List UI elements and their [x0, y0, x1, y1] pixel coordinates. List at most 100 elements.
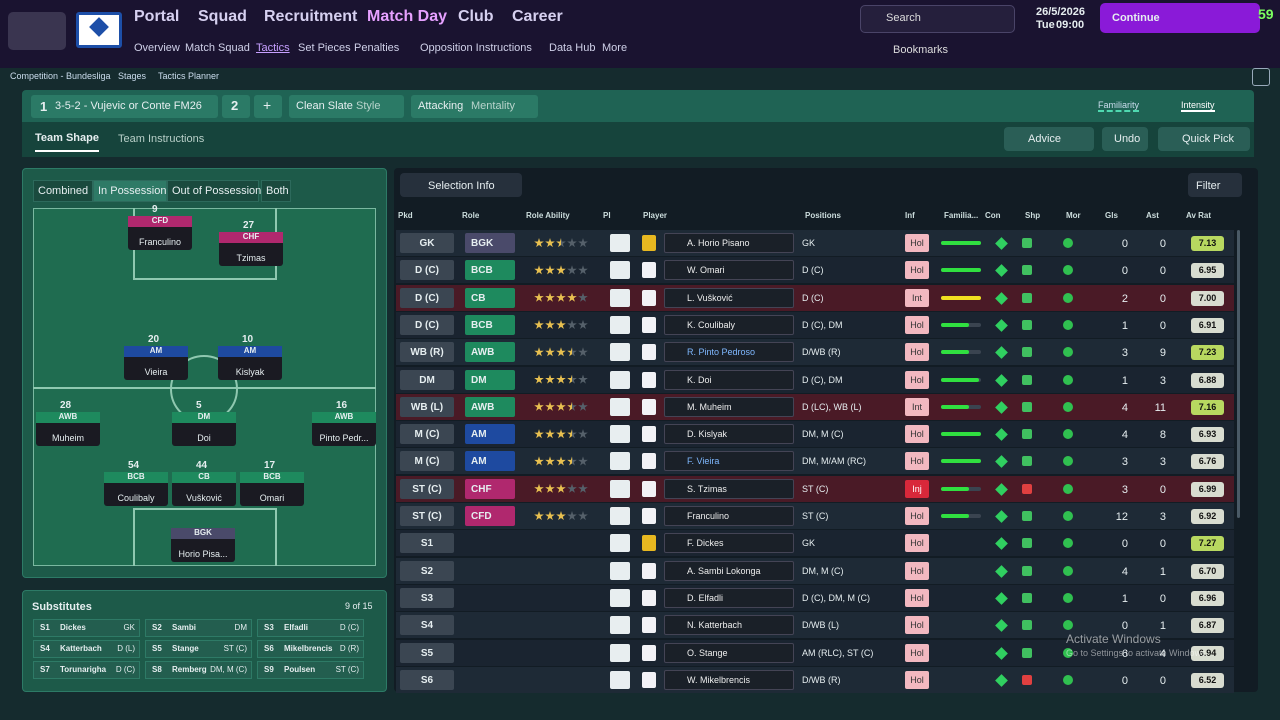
action-btn[interactable] — [1004, 127, 1094, 151]
pi-btn[interactable] — [610, 315, 630, 334]
submenu-item[interactable]: Penalties — [354, 42, 400, 54]
table-row[interactable] — [396, 475, 1234, 502]
pi-btn[interactable] — [610, 343, 630, 362]
action-btn[interactable] — [1158, 127, 1250, 151]
bookmarks[interactable]: Bookmarks — [893, 44, 949, 56]
submenu-item[interactable]: Opposition Instructions — [420, 42, 532, 54]
back-forward[interactable] — [8, 12, 66, 50]
sub-item[interactable]: S4 Katterbach D (L) — [33, 640, 140, 658]
add-box[interactable] — [254, 95, 282, 118]
action-btn[interactable] — [1102, 127, 1148, 151]
column-header[interactable]: Mor — [1066, 211, 1081, 220]
player-select[interactable] — [664, 396, 794, 417]
table-row[interactable] — [396, 393, 1234, 420]
role-cell[interactable] — [465, 369, 515, 390]
breadcrumb[interactable]: Stages — [118, 71, 147, 81]
table-row[interactable] — [396, 421, 1234, 448]
table-row[interactable] — [396, 366, 1234, 393]
pitch-tab[interactable] — [261, 180, 291, 202]
tab[interactable]: Team Shape — [35, 132, 99, 152]
submenu-item[interactable]: Data Hub — [549, 42, 596, 54]
player-select[interactable] — [664, 669, 794, 690]
pi-btn[interactable] — [610, 534, 630, 553]
sub-item[interactable]: S2 Sambi DM — [145, 619, 252, 637]
role-cell[interactable] — [465, 451, 515, 472]
pi-btn[interactable] — [610, 234, 630, 252]
player-select[interactable] — [664, 533, 794, 554]
table-row[interactable] — [396, 284, 1234, 311]
role-cell[interactable] — [465, 314, 515, 335]
menu-item[interactable]: Portal — [134, 8, 180, 25]
pi-btn[interactable] — [610, 397, 630, 416]
pi-btn[interactable] — [610, 616, 630, 635]
sub-item[interactable]: S6 Mikelbrencis D (R) — [257, 640, 364, 658]
selection-btn[interactable] — [400, 173, 522, 197]
pi-btn[interactable] — [610, 507, 630, 525]
player-select[interactable] — [664, 615, 794, 636]
player-select[interactable] — [664, 424, 794, 445]
column-header[interactable]: Ast — [1146, 211, 1159, 220]
search-box[interactable] — [860, 5, 1015, 33]
column-header[interactable]: Av Rat — [1186, 211, 1212, 220]
table-row[interactable] — [396, 503, 1234, 529]
player-select[interactable] — [664, 587, 794, 608]
role-cell[interactable] — [465, 287, 515, 308]
style-box[interactable] — [289, 95, 404, 118]
player-select[interactable] — [664, 506, 794, 526]
tactic-select[interactable] — [31, 95, 218, 118]
column-header[interactable]: Role Ability — [526, 211, 570, 220]
table-row[interactable] — [396, 448, 1234, 475]
close-btn[interactable] — [1252, 68, 1270, 86]
pi-btn[interactable] — [610, 479, 630, 498]
player-select[interactable] — [664, 287, 794, 308]
filter-btn[interactable] — [1188, 173, 1242, 197]
mentality-box[interactable] — [411, 95, 538, 118]
column-header[interactable]: Pkd — [398, 211, 413, 220]
column-header[interactable]: Familia... — [944, 211, 979, 220]
pi-btn[interactable] — [610, 643, 630, 662]
tab[interactable]: Team Instructions — [118, 133, 205, 145]
breadcrumb[interactable]: Tactics Planner — [158, 71, 220, 81]
player-select[interactable] — [664, 260, 794, 281]
column-header[interactable]: PI — [603, 211, 611, 220]
menu-item[interactable]: Career — [512, 8, 563, 25]
player-select[interactable] — [664, 233, 794, 253]
table-row[interactable] — [396, 339, 1234, 366]
submenu-item[interactable]: Tactics — [256, 42, 290, 54]
column-header[interactable]: Positions — [805, 211, 842, 220]
column-header[interactable]: Role — [462, 211, 480, 220]
table-row[interactable] — [396, 257, 1234, 284]
player-select[interactable] — [664, 342, 794, 363]
submenu-item[interactable]: Match Squad — [185, 42, 250, 54]
table-row[interactable] — [396, 584, 1234, 611]
submenu-item[interactable]: More — [602, 42, 628, 54]
pitch-tab[interactable] — [93, 180, 167, 202]
pitch-tab[interactable] — [33, 180, 93, 202]
pi-btn[interactable] — [610, 588, 630, 607]
table-row[interactable] — [396, 230, 1234, 256]
player-select[interactable] — [664, 560, 794, 581]
pitch-tab[interactable] — [167, 180, 259, 202]
role-cell[interactable] — [465, 506, 515, 526]
sub-item[interactable]: S1 Dickes GK — [33, 619, 140, 637]
role-cell[interactable] — [465, 260, 515, 281]
slot-box[interactable] — [222, 95, 250, 118]
table-row[interactable] — [396, 666, 1234, 693]
player-select[interactable] — [664, 314, 794, 335]
table-row[interactable] — [396, 639, 1234, 666]
table-row[interactable] — [396, 311, 1234, 338]
sub-item[interactable]: S8 Remberg DM, M (C) — [145, 661, 252, 679]
role-cell[interactable] — [465, 478, 515, 499]
pi-btn[interactable] — [610, 288, 630, 307]
menu-item[interactable]: Match Day — [367, 8, 448, 25]
sub-item[interactable]: S9 Poulsen ST (C) — [257, 661, 364, 679]
role-cell[interactable] — [465, 233, 515, 253]
pi-btn[interactable] — [610, 670, 630, 689]
player-select[interactable] — [664, 451, 794, 472]
breadcrumb[interactable]: Competition - Bundesliga — [10, 71, 111, 81]
menu-item[interactable]: Recruitment — [264, 8, 358, 25]
role-cell[interactable] — [465, 424, 515, 445]
column-header[interactable]: Inf — [905, 211, 915, 220]
menu-item[interactable]: Club — [458, 8, 494, 25]
pi-btn[interactable] — [610, 261, 630, 280]
